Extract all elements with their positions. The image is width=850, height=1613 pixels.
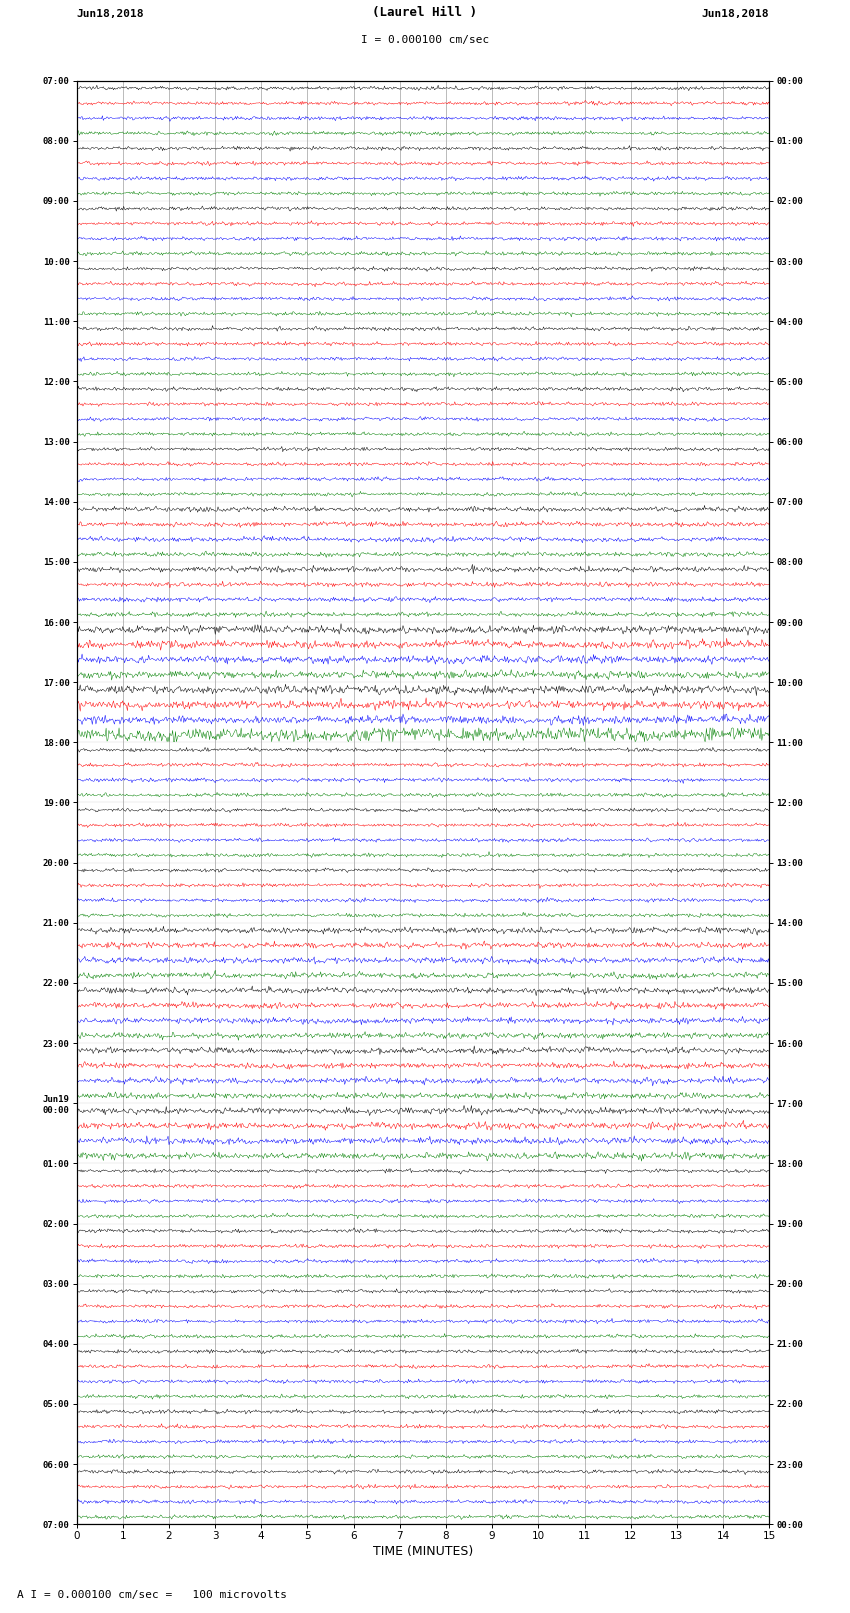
Text: I = 0.000100 cm/sec: I = 0.000100 cm/sec: [361, 35, 489, 45]
Text: Jun18,2018: Jun18,2018: [702, 10, 769, 19]
Text: Jun18,2018: Jun18,2018: [76, 10, 144, 19]
Text: A I = 0.000100 cm/sec =   100 microvolts: A I = 0.000100 cm/sec = 100 microvolts: [17, 1590, 287, 1600]
X-axis label: TIME (MINUTES): TIME (MINUTES): [373, 1545, 473, 1558]
Text: (Laurel Hill ): (Laurel Hill ): [372, 6, 478, 19]
